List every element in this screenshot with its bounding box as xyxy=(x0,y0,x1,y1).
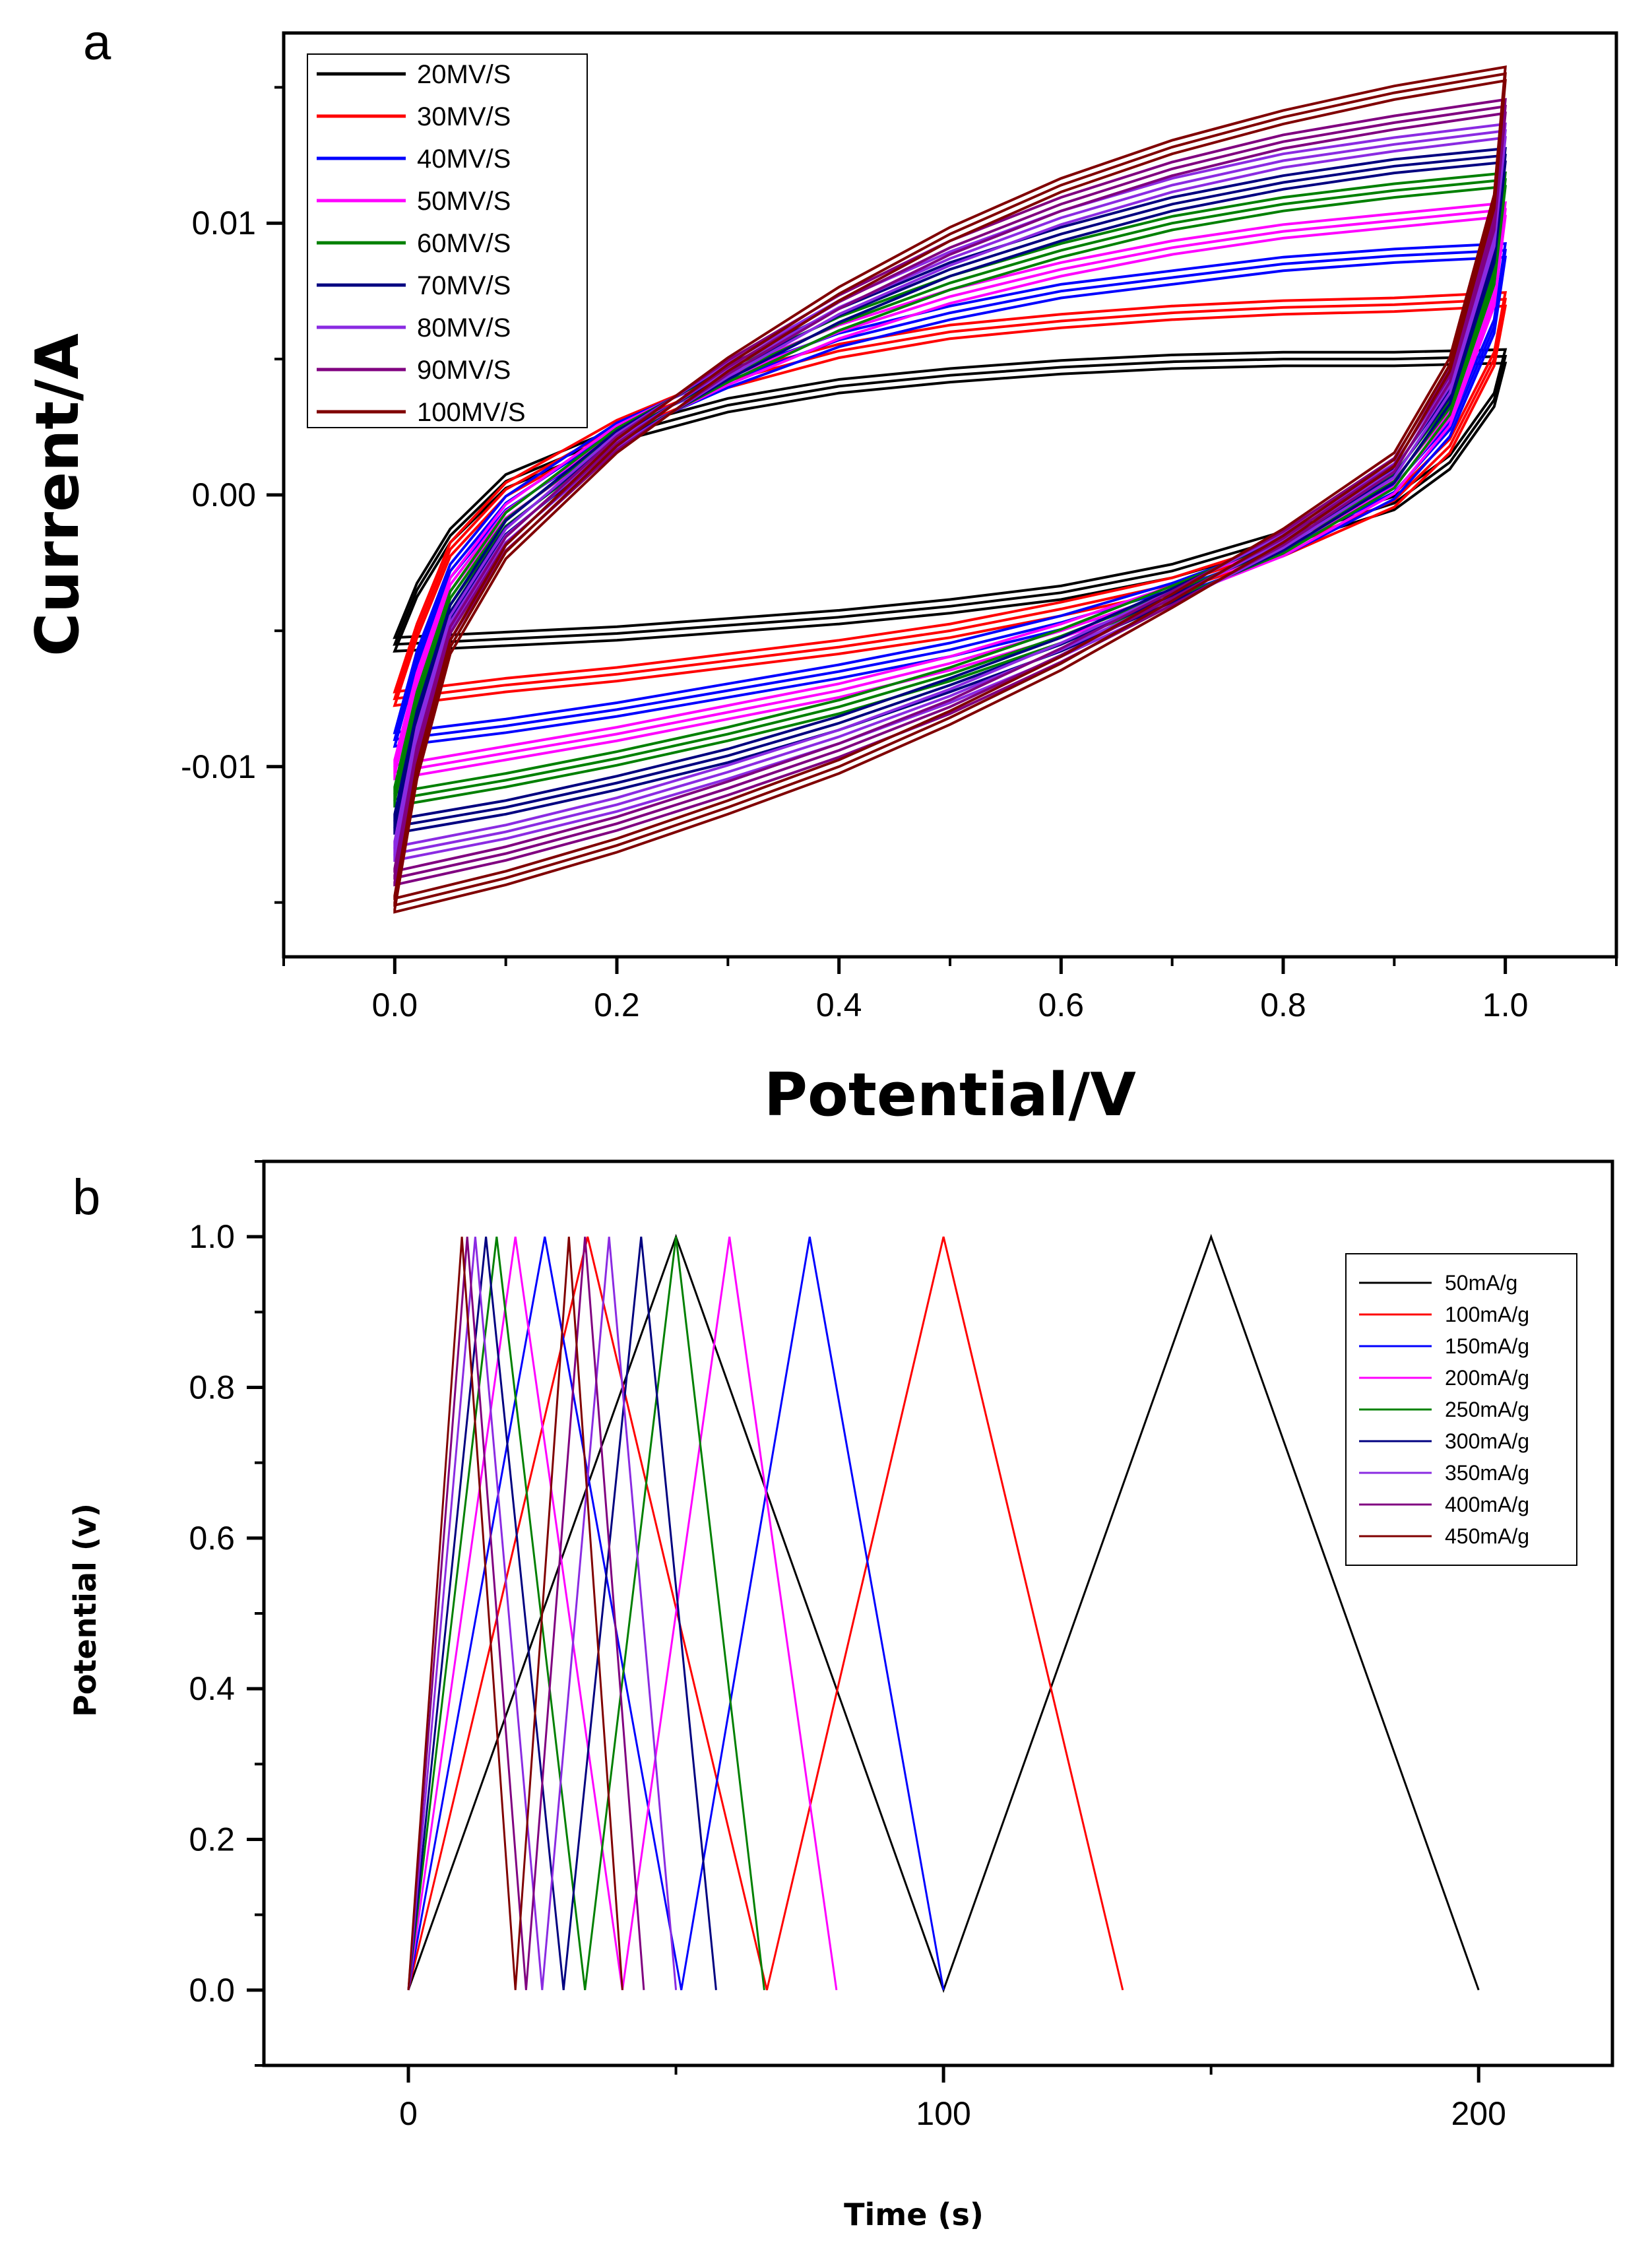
panel-b-plot-area xyxy=(407,1233,1480,1993)
panel-a-legend-label: 100MV/S xyxy=(417,398,526,427)
panel-a-legend-label: 50MV/S xyxy=(417,187,511,216)
panel-b-series-4-line xyxy=(407,1236,838,1991)
panel-b-y-tick-label: 0.8 xyxy=(189,1369,235,1406)
panel-a-label: a xyxy=(83,15,111,71)
panel-a-x-axis-title: Potential/V xyxy=(764,1060,1136,1130)
panel-a-plot-area xyxy=(393,65,1508,914)
panel-b-series-2-line xyxy=(407,1236,1124,1991)
panel-b-y-tick-label: 0.4 xyxy=(189,1670,235,1707)
panel-a-cyclic-voltammetry-chart: a 0.0 0.2 0.4 0.6 0.8 1.0 -0.01 0.00 0.01 20MV/… xyxy=(23,15,1618,1130)
panel-b-legend-label: 300mA/g xyxy=(1445,1429,1529,1453)
panel-b-x-tick-label: 100 xyxy=(916,2095,970,2132)
panel-a-legend-label: 80MV/S xyxy=(417,313,511,342)
panel-b-series-9-line xyxy=(407,1237,623,1990)
panel-b-series-8-line xyxy=(407,1237,645,1990)
panel-b-x-axis-title: Time (s) xyxy=(844,2197,984,2232)
panel-a-series-3-cycle-3 xyxy=(393,242,1508,734)
panel-b-legend: 50mA/g 100mA/g 150mA/g 200mA/g 250mA/g 300mA/… xyxy=(1345,1253,1577,1566)
panel-b-series-5-line xyxy=(407,1237,765,1990)
panel-b-legend-label: 200mA/g xyxy=(1445,1366,1529,1390)
panel-b-series-6-line xyxy=(407,1237,717,1990)
panel-b-y-tick-label: 0.0 xyxy=(189,1972,235,2009)
panel-a-legend-label: 40MV/S xyxy=(417,145,511,174)
panel-a-y-tick-label: 0.00 xyxy=(192,476,256,513)
panel-b-legend-label: 400mA/g xyxy=(1445,1493,1529,1516)
panel-b-label: b xyxy=(73,1169,100,1225)
panel-b-series-3-line xyxy=(407,1236,945,1991)
panel-a-series-4-cycle-3 xyxy=(393,201,1507,767)
panel-b-legend-label: 150mA/g xyxy=(1445,1334,1529,1358)
panel-a-y-tick-label: -0.01 xyxy=(181,748,256,785)
panel-b-y-axis-title: Potential (v) xyxy=(67,1503,103,1717)
panel-b-y-ticks: 0.0 0.2 0.4 0.6 0.8 1.0 xyxy=(189,1160,264,2067)
panel-b-legend-label: 100mA/g xyxy=(1445,1303,1529,1326)
panel-b-legend-label: 350mA/g xyxy=(1445,1461,1529,1485)
panel-b-charge-discharge-chart: b 0 100 200 0.0 0.2 0.4 0.6 0.8 1.0 50mA/g 100mA… xyxy=(67,1159,1614,2232)
panel-b-y-tick-label: 0.2 xyxy=(189,1821,235,1858)
panel-a-series-2-cycle-3 xyxy=(393,291,1508,694)
panel-b-legend-label: 50mA/g xyxy=(1445,1271,1517,1295)
panel-a-y-axis-title: Current/A xyxy=(23,333,92,657)
panel-a-legend: 20MV/S 30MV/S 40MV/S 50MV/S 60MV/S 70MV/S 80MV… xyxy=(307,53,588,428)
panel-a-x-tick-label: 0.2 xyxy=(594,987,640,1023)
panel-a-x-tick-label: 0.4 xyxy=(816,987,862,1023)
panel-b-legend-label: 450mA/g xyxy=(1445,1524,1529,1548)
panel-b-x-tick-label: 0 xyxy=(399,2095,418,2132)
panel-b-legend-label: 250mA/g xyxy=(1445,1398,1529,1421)
panel-a-x-tick-label: 1.0 xyxy=(1482,987,1529,1023)
panel-a-legend-label: 90MV/S xyxy=(417,356,511,385)
panel-a-x-tick-label: 0.8 xyxy=(1260,987,1306,1023)
panel-a-legend-label: 20MV/S xyxy=(417,60,511,89)
panel-b-y-tick-label: 0.6 xyxy=(189,1520,235,1557)
panel-b-x-ticks: 0 100 200 xyxy=(399,2065,1506,2132)
panel-a-legend-label: 70MV/S xyxy=(417,271,511,300)
panel-a-x-tick-label: 0.0 xyxy=(372,987,418,1023)
panel-a-x-tick-label: 0.6 xyxy=(1038,987,1085,1023)
panel-a-series-9-cycle-3 xyxy=(393,65,1507,901)
panel-b-x-tick-label: 200 xyxy=(1451,2095,1506,2132)
panel-b-series-7-line xyxy=(407,1237,678,1990)
panel-a-legend-label: 30MV/S xyxy=(417,102,511,131)
panel-a-legend-label: 60MV/S xyxy=(417,229,511,258)
panel-a-x-ticks: 0.0 0.2 0.4 0.6 0.8 1.0 xyxy=(282,957,1618,1023)
panel-b-y-tick-label: 1.0 xyxy=(189,1218,235,1255)
panel-a-y-ticks: -0.01 0.00 0.01 xyxy=(181,86,284,904)
panel-a-y-tick-label: 0.01 xyxy=(192,205,256,242)
